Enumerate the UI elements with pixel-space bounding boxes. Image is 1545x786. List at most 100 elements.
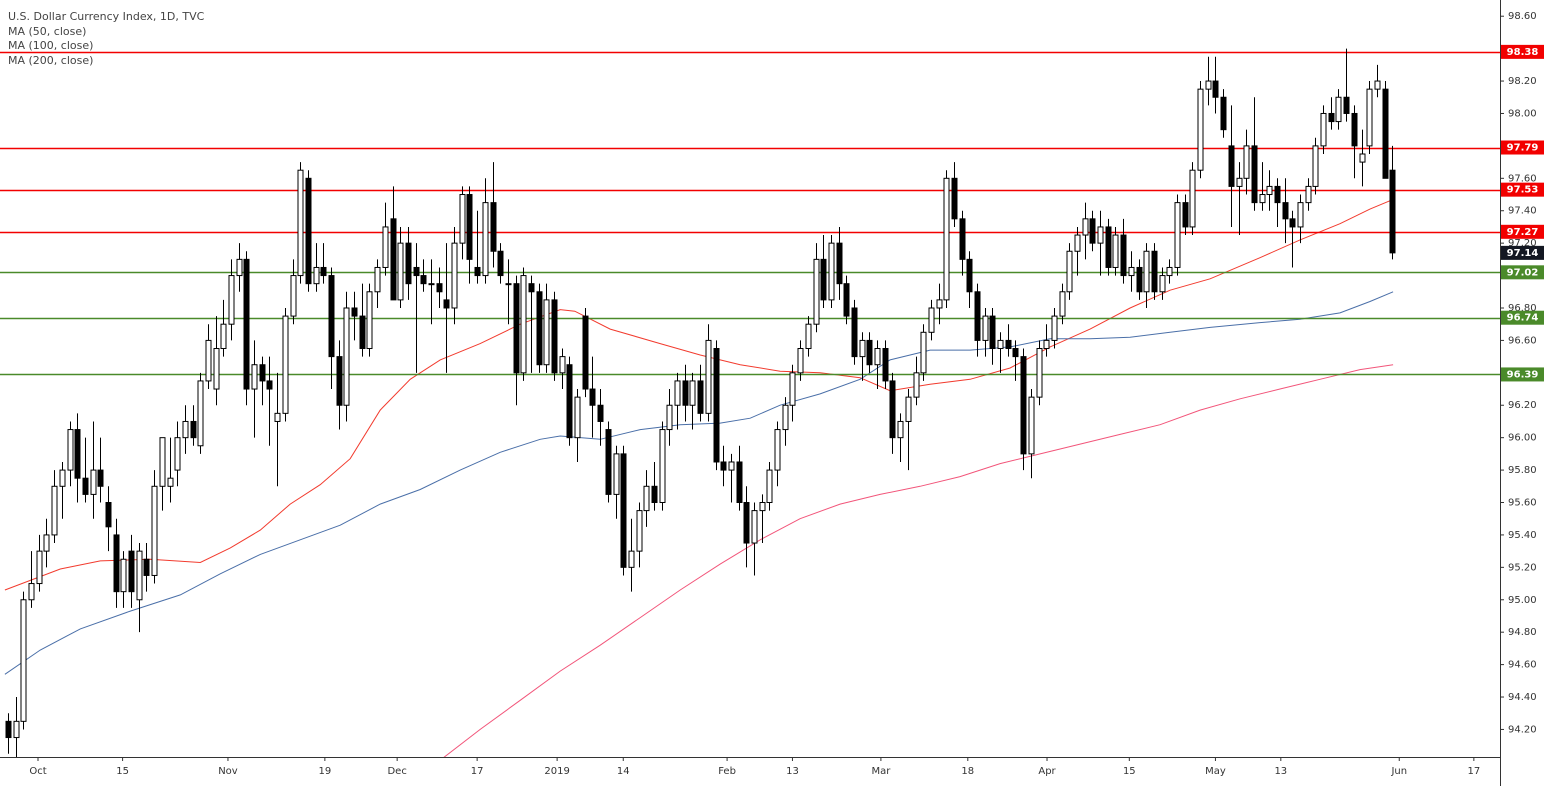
candle-body (151, 485, 158, 576)
candle-body (243, 258, 250, 390)
price-badge-label: 97.02 (1507, 267, 1539, 278)
candle-body (497, 250, 504, 277)
legend-entry: MA (200, close) (8, 54, 93, 67)
x-tick-label: 17 (1467, 766, 1480, 777)
candle-body (251, 364, 258, 390)
candle-body (1374, 80, 1381, 90)
moving-average-line (4, 291, 1394, 675)
candle-body (1259, 194, 1266, 204)
candle-body (436, 283, 443, 293)
candle-body (1112, 234, 1119, 268)
candle-body (320, 266, 327, 277)
candle-body (43, 534, 50, 552)
candle-body (797, 348, 804, 374)
candle-body (266, 380, 273, 390)
candle-body (859, 339, 866, 358)
candle-body (989, 315, 996, 350)
candle-body (67, 429, 74, 471)
y-tick-label: 96.00 (1508, 433, 1537, 444)
candle-body (282, 315, 289, 414)
candle-body (13, 720, 20, 739)
candle-body (5, 720, 12, 739)
x-tick-label: Mar (871, 766, 891, 777)
candle-body (1335, 96, 1342, 123)
candle-body (36, 550, 43, 585)
candle-body (466, 194, 473, 260)
candle-body (97, 469, 104, 487)
candle-body (143, 558, 150, 576)
candle-body (59, 469, 66, 487)
candle-body (228, 275, 235, 325)
x-tick-label: May (1205, 766, 1226, 777)
candle-body (1151, 250, 1158, 293)
candle-body (428, 283, 435, 286)
candle-body (182, 420, 189, 439)
y-tick-label: 94.80 (1508, 627, 1537, 638)
candle-body (105, 502, 112, 528)
x-tick-label: Jun (1390, 766, 1407, 777)
candle-body (574, 396, 581, 439)
candle-body (897, 420, 904, 439)
candle-body (1312, 145, 1319, 187)
candle-body (505, 283, 512, 286)
y-tick-label: 95.20 (1508, 562, 1537, 573)
candle-body (736, 461, 743, 504)
candle-body (728, 461, 735, 471)
candle-body (374, 266, 381, 293)
price-badge (1501, 310, 1544, 325)
candle-body (366, 291, 373, 350)
candle-body (413, 266, 420, 277)
y-tick-label: 97.60 (1508, 173, 1537, 184)
price-badge-label: 96.39 (1507, 369, 1539, 380)
candle-body (74, 429, 81, 479)
candle-body (536, 291, 543, 366)
candle-body (1143, 250, 1150, 293)
candle-body (605, 429, 612, 495)
candle-body (743, 502, 750, 544)
candle-body (1120, 234, 1127, 277)
price-badge (1501, 224, 1544, 239)
candle-body (843, 283, 850, 317)
candle-body (674, 380, 681, 406)
candle-body (613, 453, 620, 495)
price-badge-label: 96.74 (1507, 313, 1539, 324)
candle-body (1389, 169, 1396, 254)
candle-body (1274, 185, 1281, 204)
candle-body (1105, 226, 1112, 268)
candle-body (1320, 112, 1327, 147)
candle-body (1074, 234, 1081, 252)
x-tick-label: Dec (387, 766, 406, 777)
y-tick-label: 98.20 (1508, 76, 1537, 87)
candle-body (1220, 96, 1227, 131)
candle-body (1066, 250, 1073, 293)
candle-body (1051, 315, 1058, 341)
candle-body (1097, 226, 1104, 244)
candle-body (943, 177, 950, 301)
y-tick-label: 97.20 (1508, 238, 1537, 249)
candle-body (313, 266, 320, 285)
candle-body (813, 258, 820, 325)
price-badge (1501, 182, 1544, 197)
y-tick-label: 94.40 (1508, 692, 1537, 703)
candle-body (336, 356, 343, 406)
y-tick-label: 95.00 (1508, 595, 1537, 606)
legend-entry: MA (50, close) (8, 25, 86, 38)
candle-body (1043, 339, 1050, 350)
candle-body (689, 380, 696, 406)
axis-labels: 94.20 94.40 94.60 94.80 95.00 95.20 95.40 95.60… (29, 11, 1544, 777)
candle-body (528, 283, 535, 293)
candle-body (20, 599, 27, 722)
candle-body (520, 275, 527, 374)
moving-average-line (443, 364, 1394, 757)
x-tick-label: Oct (29, 766, 46, 777)
candle-body (1197, 88, 1204, 171)
candle-body (659, 429, 666, 504)
candle-body (1305, 185, 1312, 204)
candle-body (1205, 80, 1212, 90)
candle-body (551, 299, 558, 374)
price-badge (1501, 140, 1544, 155)
candle-body (1174, 202, 1181, 268)
y-tick-label: 95.60 (1508, 498, 1537, 509)
y-tick-label: 95.40 (1508, 530, 1537, 541)
